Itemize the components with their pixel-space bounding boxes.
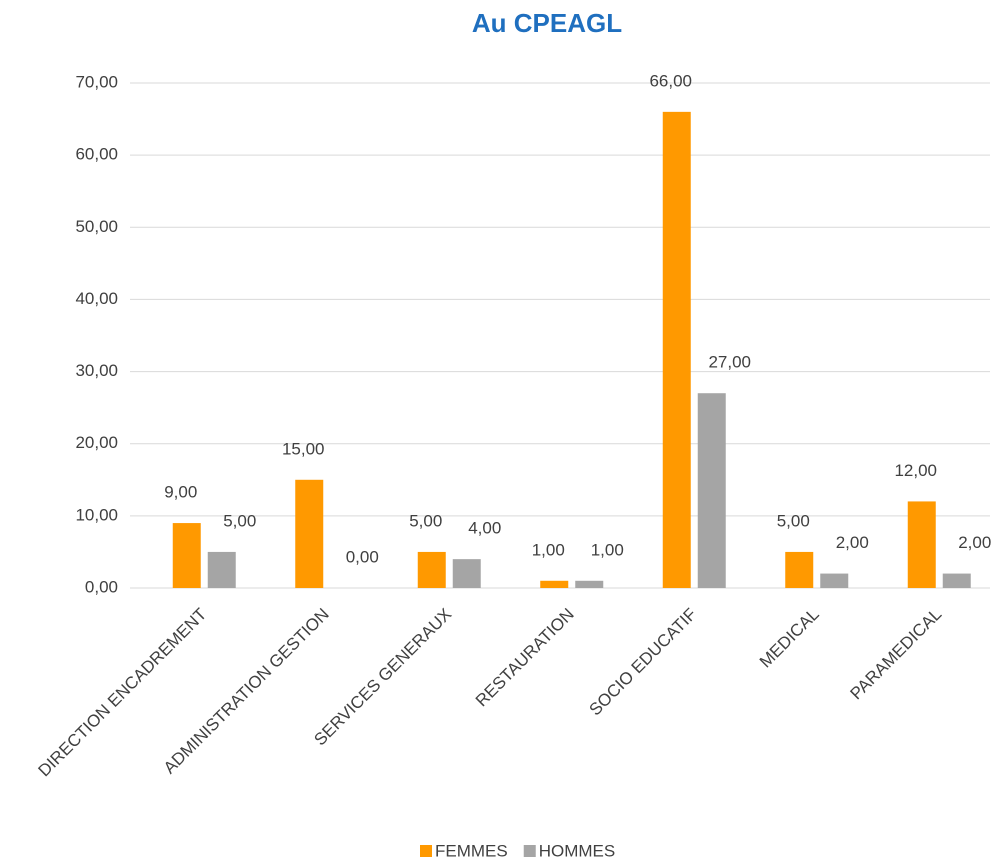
data-label: 27,00 xyxy=(708,353,751,372)
bar xyxy=(417,551,446,588)
data-label: 9,00 xyxy=(164,483,197,502)
data-label: 2,00 xyxy=(836,533,869,552)
x-tick-label: SOCIO EDUCATIF xyxy=(586,605,701,720)
data-label: 15,00 xyxy=(282,439,325,458)
bar xyxy=(907,501,936,588)
bar xyxy=(575,580,604,588)
chart-title: Au CPEAGL xyxy=(472,8,622,38)
y-tick-label: 60,00 xyxy=(75,145,118,164)
bar xyxy=(295,479,324,588)
bar xyxy=(540,580,569,588)
legend-label: FEMMES xyxy=(435,841,508,860)
y-tick-label: 40,00 xyxy=(75,289,118,308)
y-tick-label: 70,00 xyxy=(75,72,118,91)
data-label: 5,00 xyxy=(777,511,810,530)
bar xyxy=(207,551,236,588)
data-label: 0,00 xyxy=(346,547,379,566)
bar xyxy=(662,111,691,588)
x-tick-label: RESTAURATION xyxy=(472,605,578,711)
legend-swatch xyxy=(420,845,432,857)
data-label: 66,00 xyxy=(649,71,692,90)
data-label: 5,00 xyxy=(223,511,256,530)
data-label: 4,00 xyxy=(468,519,501,538)
data-label: 2,00 xyxy=(958,533,991,552)
x-tick-label: MEDICAL xyxy=(756,605,823,672)
bar xyxy=(172,523,201,588)
y-tick-label: 0,00 xyxy=(85,577,118,596)
legend-label: HOMMES xyxy=(539,841,616,860)
data-label: 12,00 xyxy=(894,461,937,480)
bar xyxy=(942,573,971,588)
legend-swatch xyxy=(523,845,536,857)
y-tick-label: 30,00 xyxy=(75,361,118,380)
x-tick-label: PARAMEDICAL xyxy=(847,605,946,704)
y-tick-label: 20,00 xyxy=(75,433,118,452)
data-label: 5,00 xyxy=(409,511,442,530)
bar xyxy=(785,551,814,588)
data-label: 1,00 xyxy=(591,540,624,559)
x-tick-label: SERVICES GENERAUX xyxy=(310,605,455,750)
bar xyxy=(697,393,726,588)
bar xyxy=(820,573,849,588)
y-tick-label: 10,00 xyxy=(75,505,118,524)
data-label: 1,00 xyxy=(532,540,565,559)
bar xyxy=(452,559,481,588)
y-tick-label: 50,00 xyxy=(75,217,118,236)
